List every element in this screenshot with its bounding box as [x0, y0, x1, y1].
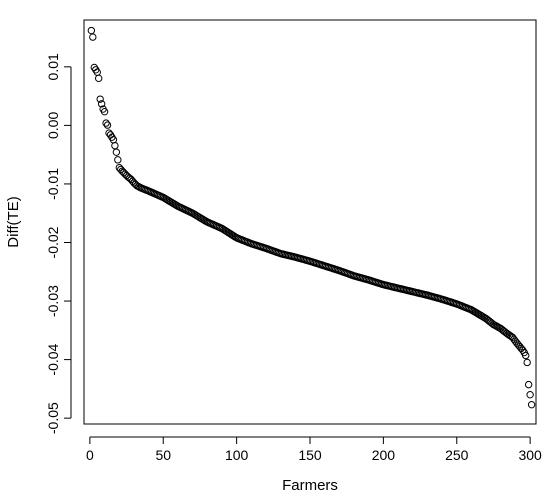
data-points — [87, 26, 536, 409]
x-axis-label: Farmers — [282, 477, 338, 494]
x-axis: 0 50 100 150 200 250 300 — [86, 436, 542, 463]
data-point — [95, 74, 103, 83]
data-point — [523, 358, 531, 367]
data-point — [97, 100, 106, 108]
plot-frame — [83, 19, 537, 425]
y-tick-label: 0.00 — [45, 112, 61, 139]
data-point — [526, 390, 534, 399]
data-point — [527, 400, 536, 409]
data-point — [87, 26, 96, 35]
y-axis: -0.05 -0.04 -0.03 -0.02 -0.01 0.00 0.01 — [45, 53, 72, 434]
y-tick-label: -0.03 — [45, 285, 61, 317]
x-tick-label: 250 — [445, 447, 469, 463]
y-tick-label: -0.01 — [45, 168, 61, 200]
y-tick-label: 0.01 — [45, 53, 61, 80]
y-axis-label: Diff(TE) — [5, 196, 22, 247]
x-tick-label: 100 — [225, 447, 249, 463]
y-tick-label: -0.04 — [45, 343, 61, 375]
data-point — [103, 121, 112, 129]
x-tick-label: 50 — [155, 447, 171, 463]
data-point — [100, 107, 109, 116]
y-tick-label: -0.02 — [45, 226, 61, 258]
y-tick-label: -0.05 — [45, 402, 61, 434]
x-tick-label: 200 — [372, 447, 396, 463]
data-point — [114, 156, 122, 164]
data-point — [524, 380, 533, 389]
data-point — [111, 141, 119, 150]
x-tick-label: 300 — [518, 447, 542, 463]
x-tick-label: 150 — [298, 447, 322, 463]
data-point — [522, 351, 530, 360]
x-tick-label: 0 — [86, 447, 94, 463]
data-point — [89, 33, 97, 41]
data-point — [96, 95, 104, 103]
data-point — [112, 148, 121, 156]
data-point — [102, 119, 110, 127]
